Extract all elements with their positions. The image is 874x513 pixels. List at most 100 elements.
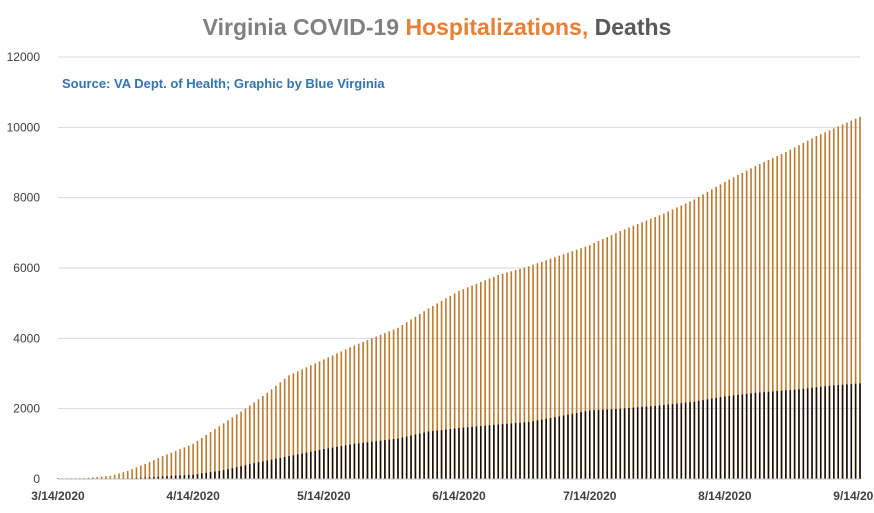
hospitalizations-bar	[140, 465, 142, 479]
hospitalizations-bar	[318, 361, 321, 479]
deaths-bar	[641, 406, 643, 479]
deaths-bar	[671, 404, 674, 479]
deaths-bar	[231, 468, 234, 479]
hospitalizations-bar	[610, 235, 613, 479]
hospitalizations-bar	[623, 229, 626, 479]
deaths-bar	[828, 385, 831, 479]
hospitalizations-bar	[527, 266, 530, 479]
hospitalizations-bar	[122, 472, 125, 479]
deaths-bar	[854, 383, 857, 479]
deaths-bar	[706, 399, 709, 479]
hospitalizations-bar	[222, 423, 225, 479]
deaths-bar	[201, 473, 203, 479]
hospitalizations-bar	[575, 249, 578, 479]
x-tick-label: 3/14/2020	[31, 489, 85, 503]
y-tick-label: 0	[33, 472, 40, 486]
deaths-bar	[227, 469, 229, 479]
hospitalizations-bar	[279, 382, 282, 479]
deaths-bar	[689, 402, 691, 479]
deaths-bar	[310, 451, 312, 479]
deaths-bar	[711, 398, 713, 479]
chart-title: Virginia COVID-19 Hospitalizations, Deat…	[0, 14, 874, 41]
deaths-bar	[336, 446, 338, 479]
deaths-bar	[615, 408, 617, 479]
deaths-bar	[388, 439, 391, 479]
hospitalizations-bar	[113, 474, 116, 479]
hospitalizations-bar	[432, 305, 434, 479]
hospitalizations-bar	[636, 224, 639, 479]
deaths-bar	[161, 476, 164, 479]
hospitalizations-bar	[445, 298, 447, 479]
deaths-bar	[362, 442, 364, 479]
hospitalizations-bar	[288, 375, 290, 479]
hospitalizations-bar	[737, 175, 739, 479]
deaths-bar	[410, 435, 412, 479]
deaths-bar	[144, 477, 146, 479]
deaths-bar	[623, 408, 626, 479]
hospitalizations-bar	[153, 460, 155, 479]
deaths-bar	[401, 437, 404, 479]
hospitalizations-bar	[310, 365, 312, 479]
hospitalizations-bar	[484, 280, 486, 479]
hospitalizations-bar	[545, 260, 547, 479]
deaths-bar	[135, 477, 138, 479]
hospitalizations-bar	[405, 322, 408, 479]
deaths-bar	[680, 403, 683, 479]
hospitalizations-bar	[227, 420, 229, 479]
hospitalizations-bar	[593, 243, 595, 479]
deaths-bar	[837, 385, 840, 479]
deaths-bar	[819, 386, 822, 479]
deaths-bar	[493, 424, 495, 479]
hospitalizations-bar	[758, 164, 761, 479]
hospitalizations-bar	[719, 184, 722, 479]
hospitalizations-bar	[196, 440, 199, 479]
x-tick-label: 5/14/2020	[297, 489, 351, 503]
hospitalizations-bar	[697, 196, 700, 479]
deaths-bar	[571, 413, 574, 479]
hospitalizations-bar	[449, 295, 452, 479]
deaths-bar	[266, 460, 269, 479]
deaths-bar	[318, 449, 321, 479]
hospitalizations-bar	[375, 336, 377, 479]
hospitalizations-bar	[96, 476, 99, 479]
deaths-bar	[235, 467, 238, 479]
deaths-bar	[737, 394, 739, 479]
title-part-deaths: Deaths	[588, 14, 672, 40]
hospitalizations-bar	[706, 191, 709, 479]
hospitalizations-bar	[649, 218, 652, 479]
hospitalizations-bar	[388, 331, 391, 479]
hospitalizations-bar	[157, 458, 160, 479]
hospitalizations-bar	[257, 399, 260, 479]
deaths-bar	[270, 459, 273, 479]
deaths-bar	[331, 447, 334, 479]
hospitalizations-bar	[305, 367, 308, 479]
deaths-bar	[414, 434, 417, 479]
hospitalizations-bar	[166, 454, 168, 479]
hospitalizations-bar	[161, 456, 164, 479]
hospitalizations-bar	[711, 189, 713, 479]
deaths-bar	[580, 412, 582, 479]
deaths-bar	[479, 426, 482, 479]
hospitalizations-bar	[118, 473, 120, 479]
hospitalizations-bar	[615, 233, 617, 479]
deaths-bar	[218, 470, 221, 479]
deaths-bar	[166, 476, 168, 479]
deaths-bar	[632, 407, 635, 479]
x-tick-label: 7/14/2020	[563, 489, 617, 503]
deaths-bar	[440, 430, 443, 479]
deaths-bar	[780, 390, 783, 479]
hospitalizations-bar	[331, 355, 334, 479]
hospitalizations-bar	[109, 475, 112, 479]
hospitalizations-bar	[667, 211, 670, 480]
deaths-bar	[806, 388, 809, 479]
hospitalizations-bar	[724, 181, 726, 479]
hospitalizations-bar	[750, 168, 752, 479]
hospitalizations-bar	[567, 252, 569, 479]
hospitalizations-bar	[253, 402, 255, 479]
title-part-main: Virginia COVID-19	[202, 14, 406, 40]
hospitalizations-bar	[218, 426, 221, 479]
hospitalizations-bar	[201, 437, 203, 479]
deaths-bar	[327, 448, 330, 479]
hospitalizations-bar	[427, 308, 430, 479]
